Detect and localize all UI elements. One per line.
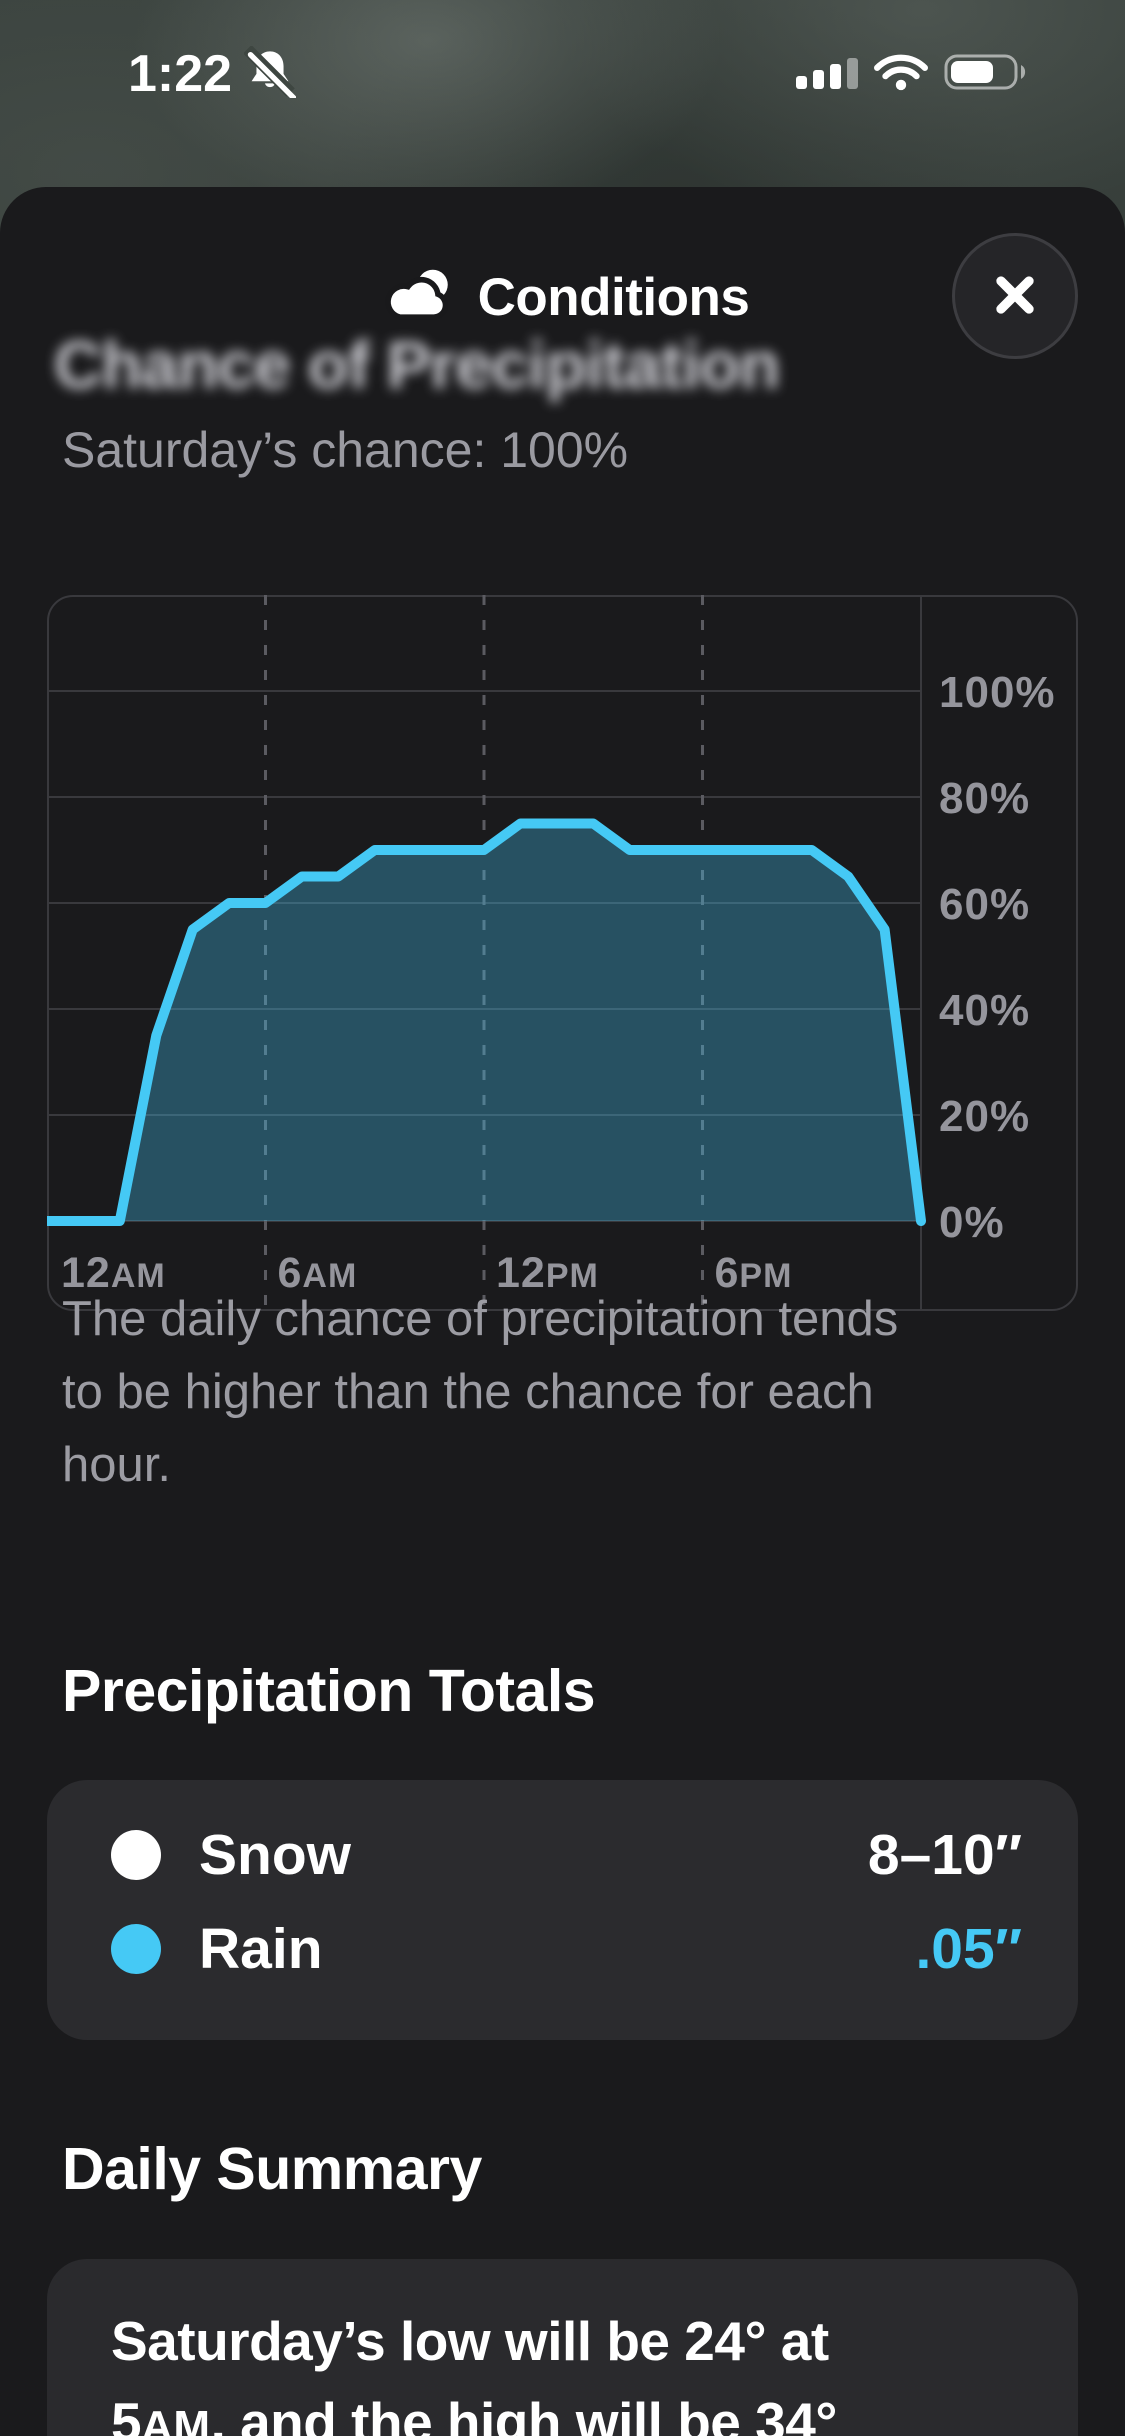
svg-text:6AM: 6AM [278,1249,358,1297]
precipitation-chart[interactable]: 0% 20% 40% 60% 80% 100% 12AM 6AM 12PM 6PM [47,595,1078,1311]
close-button[interactable] [952,233,1078,359]
page-title: Chance of Precipitation [54,328,780,403]
status-time: 1:22 [128,45,233,103]
svg-text:0%: 0% [939,1198,1005,1247]
bell-slash-icon [243,44,297,103]
svg-text:80%: 80% [939,774,1030,823]
totals-row-value: 8–10″ [867,1823,1022,1887]
totals-row-label: Snow [199,1823,351,1887]
totals-row-rain: Rain .05″ [111,1902,1022,1996]
sheet-title: Conditions [477,267,750,327]
svg-text:60%: 60% [939,880,1030,929]
section-heading-daily-summary: Daily Summary [62,2136,482,2202]
chance-subtitle: Saturday’s chance: 100% [62,422,629,478]
svg-text:6PM: 6PM [715,1249,793,1297]
totals-row-value: .05″ [915,1917,1022,1981]
snow-dot-icon [111,1830,161,1880]
wifi-icon [874,53,928,96]
sheet-header: Conditions [0,259,1125,335]
rain-dot-icon [111,1924,161,1974]
svg-text:12AM: 12AM [61,1249,166,1297]
daily-summary-text: Saturday’s low will be 24° at 5AM, and t… [111,2310,837,2436]
svg-text:12PM: 12PM [496,1249,599,1297]
chart-description: The daily chance of precipitation tends … [62,1292,899,1492]
svg-text:20%: 20% [939,1092,1030,1141]
svg-text:40%: 40% [939,986,1030,1035]
cellular-signal-icon [796,55,858,94]
precipitation-totals-card: Snow 8–10″ Rain .05″ [47,1780,1078,2040]
battery-icon [944,52,1030,97]
totals-row-snow: Snow 8–10″ [111,1808,1022,1902]
close-x-icon [987,267,1043,326]
totals-row-label: Rain [199,1917,323,1981]
conditions-sheet: Conditions Chance of Precipitation Satur… [0,187,1125,2436]
precipitation-chart-svg: 0% 20% 40% 60% 80% 100% 12AM 6AM 12PM 6PM [47,595,1056,1311]
section-heading-precipitation-totals: Precipitation Totals [62,1658,596,1724]
status-bar: 1:22 [0,28,1125,120]
svg-text:100%: 100% [939,668,1056,717]
cloud-moon-icon [376,265,458,330]
daily-summary-card: Saturday’s low will be 24° at 5AM, and t… [47,2259,1078,2436]
